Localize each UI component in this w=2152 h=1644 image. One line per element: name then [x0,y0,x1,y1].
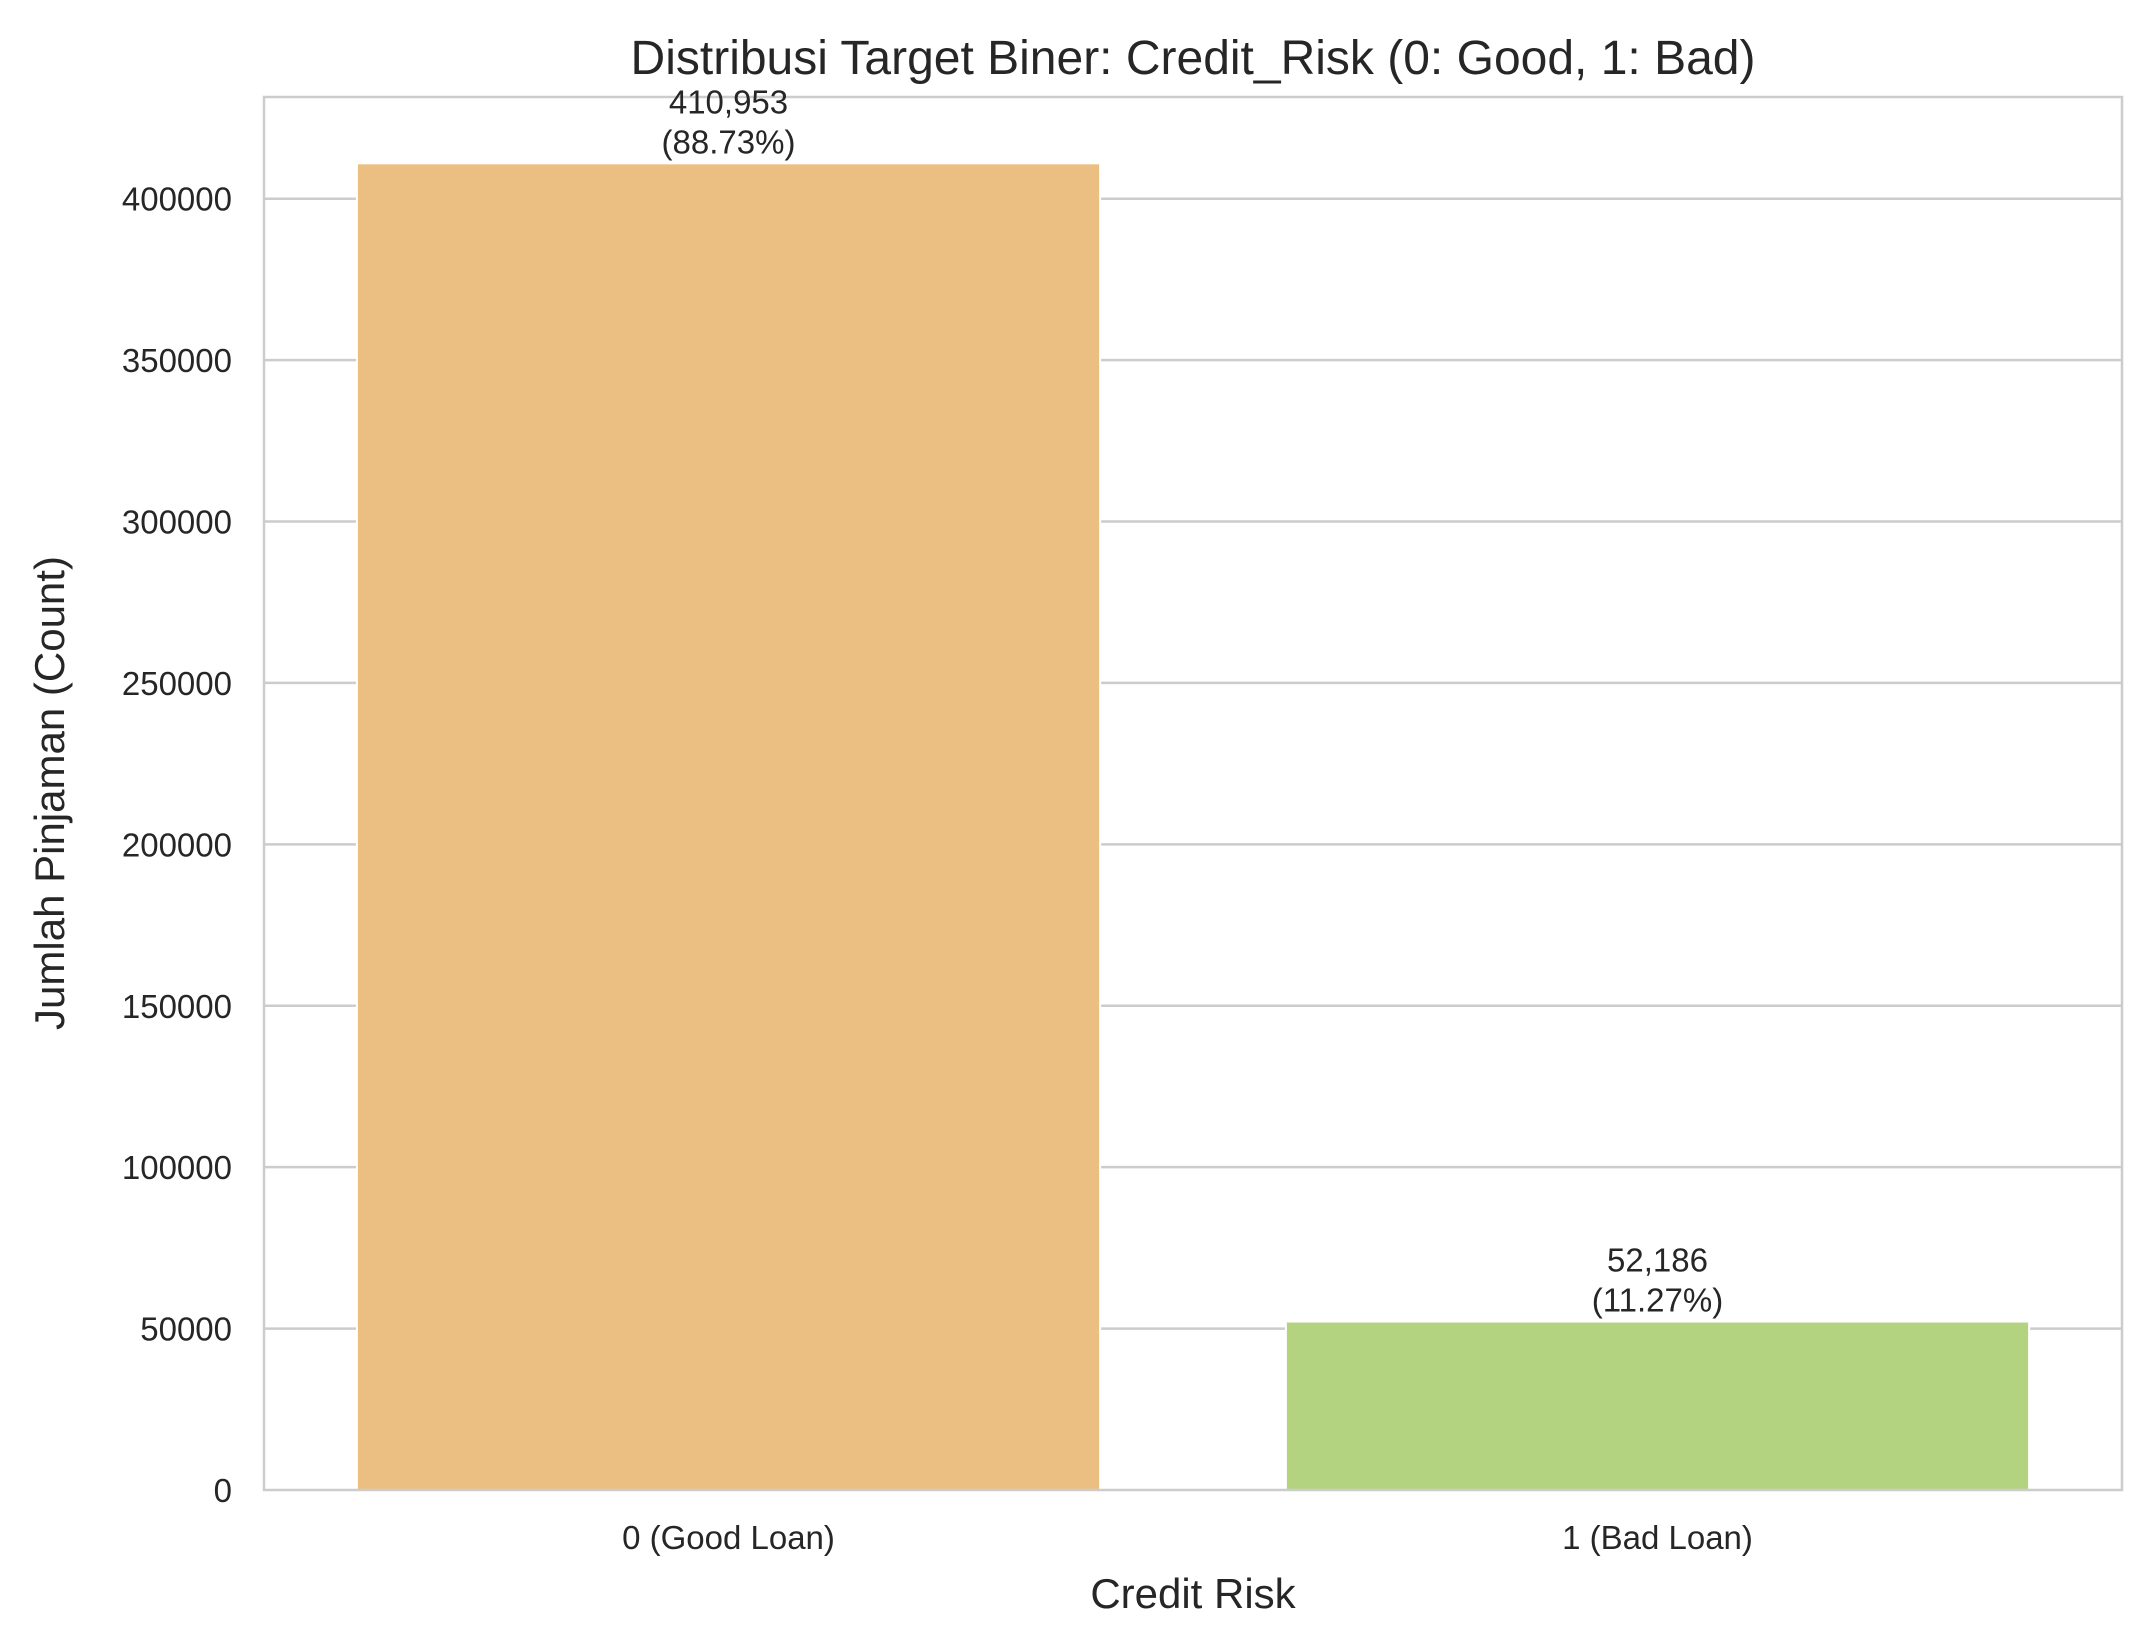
y-tick-label: 50000 [140,1311,232,1348]
bar-percent-label: (11.27%) [1592,1282,1723,1319]
bar-0 [355,162,1102,1492]
y-tick-label: 100000 [122,1149,232,1186]
x-tick-label: 1 (Bad Loan) [1562,1519,1753,1556]
bar-count-label: 52,186 [1607,1242,1708,1279]
bar-count-label: 410,953 [669,83,788,120]
y-tick-label: 200000 [122,826,232,863]
y-tick-label: 250000 [122,665,232,702]
bar-percent-label: (88.73%) [662,123,796,160]
y-tick-label: 350000 [122,342,232,379]
bars [355,162,2031,1492]
plot-frame [262,95,2124,1492]
x-axis-label: Credit Risk [1090,1570,1296,1617]
y-axis-label: Jumlah Pinjaman (Count) [26,556,73,1030]
y-tick-label: 150000 [122,988,232,1025]
y-tick-label: 400000 [122,181,232,218]
x-tick-labels: 0 (Good Loan) 1 (Bad Loan) [622,1519,1753,1556]
y-tick-labels: 0 50000 100000 150000 200000 250000 300000 3500… [122,181,232,1509]
bar-1 [1284,1320,2031,1491]
y-tick-label: 0 [214,1472,232,1509]
bar-value-labels: 410,953(88.73%) 52,186(11.27%) [662,83,1724,1318]
y-tick-label: 300000 [122,504,232,541]
chart-title: Distribusi Target Biner: Credit_Risk (0:… [631,32,1756,85]
x-tick-label: 0 (Good Loan) [622,1519,835,1556]
